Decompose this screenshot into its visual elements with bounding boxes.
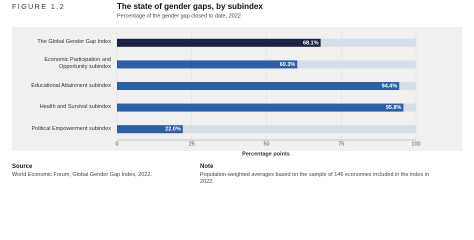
x-tick-label: 50: [263, 141, 269, 147]
category-label: Health and Survival subindex: [39, 104, 111, 111]
value-label: 60.3%: [280, 62, 296, 68]
x-tick-label: 0: [115, 141, 118, 147]
value-label: 68.1%: [303, 40, 319, 46]
note: Note Population-weighted averages based …: [200, 164, 435, 187]
category-label: The Global Gender Gap Index: [37, 39, 111, 46]
chart-title: The state of gender gaps, by subindex: [117, 2, 263, 11]
category-label-box: Economic Participation and Opportunity s…: [44, 57, 111, 71]
figure-label: FIGURE 1.2: [12, 4, 65, 11]
note-heading: Note: [200, 164, 214, 170]
bar: [117, 103, 404, 112]
category-label-box: Health and Survival subindex: [39, 104, 111, 111]
note-text: Population-weighted averages based on th…: [200, 171, 430, 186]
chart-subtitle: Percentage of the gender gap closed to d…: [117, 13, 241, 19]
value-label: 95.8%: [386, 105, 402, 111]
category-label: Political Empowerment subindex: [31, 125, 111, 132]
source-text: World Economic Forum, Global Gender Gap …: [12, 171, 152, 178]
page: FIGURE 1.2 The state of gender gaps, by …: [12, 2, 462, 187]
chart: FIGURE 1.2 The state of gender gaps, by …: [12, 2, 462, 157]
category-label: Educational Attainment subindex: [31, 82, 111, 89]
source: Source World Economic Forum, Global Gend…: [12, 164, 182, 179]
category-label-box: Political Empowerment subindex: [31, 125, 111, 132]
source-heading: Source: [12, 164, 33, 170]
category-label: Economic Participation and Opportunity s…: [44, 57, 111, 71]
category-label-box: Educational Attainment subindex: [31, 82, 111, 89]
x-tick-label: 25: [189, 141, 195, 147]
x-tick-label: 100: [411, 141, 420, 147]
value-label: 22.0%: [165, 127, 181, 133]
bar: [117, 125, 183, 134]
x-tick-label: 75: [338, 141, 344, 147]
category-label-box: The Global Gender Gap Index: [37, 39, 111, 46]
bar: [117, 82, 400, 90]
bar: [117, 60, 298, 69]
bar-track: [117, 125, 416, 134]
bar: [117, 38, 321, 47]
x-axis-label: Percentage points: [242, 151, 290, 157]
value-label: 94.4%: [382, 83, 398, 89]
